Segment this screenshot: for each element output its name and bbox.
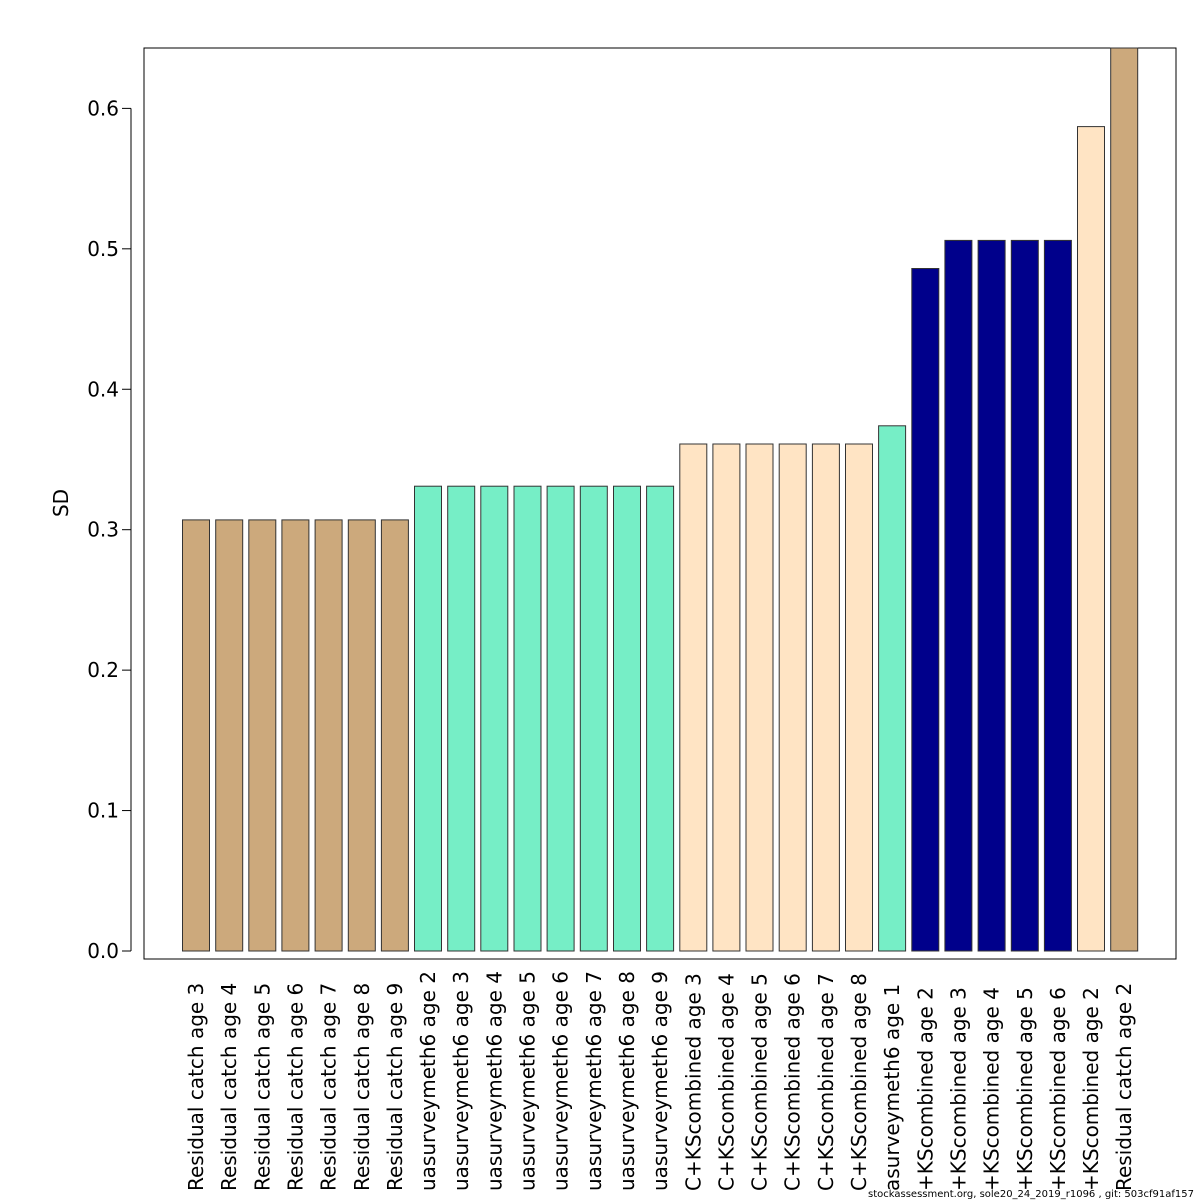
x-tick-label: uasurveymeth6 age 2	[416, 971, 440, 1191]
x-tick-label: uasurveymeth6 age 9	[648, 971, 672, 1191]
x-tick-label: uasurveymeth6 age 7	[582, 971, 606, 1191]
bar	[248, 519, 277, 952]
y-tick-label: 0.2	[87, 658, 119, 682]
bar	[1077, 126, 1105, 952]
y-tick-label: 0.5	[87, 237, 119, 261]
bar	[745, 443, 774, 952]
x-tick-label: +KScombined age 6	[1046, 987, 1070, 1191]
y-axis-label: SD	[49, 489, 73, 517]
x-tick-label: +KScombined age 5	[1013, 987, 1037, 1191]
x-tick-label: Residual catch age 9	[383, 983, 407, 1191]
bar	[281, 519, 310, 952]
bar	[414, 485, 442, 952]
bar	[679, 443, 708, 952]
x-tick-label: C+KScombined age 3	[681, 973, 705, 1191]
x-axis-labels: Residual catch age 3 Residual catch age 4…	[184, 971, 1136, 1191]
x-tick-label: Residual catch age 2	[1112, 983, 1136, 1191]
x-tick-label: uasurveymeth6 age 6	[549, 971, 573, 1191]
bar	[1010, 239, 1039, 952]
bar	[845, 443, 873, 952]
bar	[513, 485, 542, 952]
bar	[778, 443, 807, 952]
x-tick-label: Residual catch age 4	[217, 983, 241, 1191]
x-tick-label: C+KScombined age 5	[748, 973, 772, 1191]
bar	[447, 485, 476, 952]
x-tick-label: +KScombined age 3	[946, 987, 970, 1191]
x-tick-label: C+KScombined age 4	[714, 973, 738, 1191]
bar	[646, 485, 675, 952]
bar	[878, 425, 907, 952]
bar	[712, 443, 741, 952]
x-tick-label: Residual catch age 7	[317, 983, 341, 1191]
y-tick-label: 0.6	[87, 96, 119, 120]
x-tick-label: Residual catch age 3	[184, 983, 208, 1191]
bar	[1043, 239, 1072, 952]
x-tick-label: uasurveymeth6 age 8	[615, 971, 639, 1191]
footer-credit: stockassessment.org, sole20_24_2019_r109…	[868, 1189, 1194, 1200]
bar	[480, 485, 509, 952]
bars	[182, 47, 1139, 952]
y-axis: 0.0 0.1 0.2 0.3 0.4 0.5 0.6	[87, 96, 132, 963]
bar	[977, 239, 1006, 952]
y-tick-label: 0.0	[87, 939, 119, 963]
x-tick-label: asurveymeth6 age 1	[880, 984, 904, 1191]
x-tick-label: +KScombined age 2	[913, 987, 937, 1191]
bar	[380, 519, 409, 952]
x-tick-label: uasurveymeth6 age 3	[449, 971, 473, 1191]
bar	[811, 443, 840, 952]
x-tick-label: Residual catch age 5	[250, 983, 274, 1191]
bar	[347, 519, 376, 952]
x-tick-label: C+KScombined age 7	[814, 973, 838, 1191]
x-tick-label: +KScombined age 4	[980, 987, 1004, 1191]
plot-frame	[143, 47, 1177, 960]
y-tick-label: 0.1	[87, 799, 119, 823]
bar	[911, 268, 940, 952]
bar	[215, 519, 244, 952]
x-tick-label: Residual catch age 6	[283, 983, 307, 1191]
bar	[579, 485, 608, 952]
bar	[546, 485, 575, 952]
x-tick-label: uasurveymeth6 age 5	[516, 971, 540, 1191]
x-tick-label: C+KScombined age 8	[847, 973, 871, 1191]
bar	[182, 519, 210, 952]
x-tick-label: Residual catch age 8	[350, 983, 374, 1191]
x-tick-label: +KScombined age 2	[1079, 987, 1103, 1191]
bar	[613, 485, 641, 952]
x-tick-label: uasurveymeth6 age 4	[482, 971, 506, 1191]
bar	[314, 519, 343, 952]
bar	[1110, 47, 1139, 952]
y-tick-label: 0.4	[87, 377, 119, 401]
x-tick-label: C+KScombined age 6	[781, 973, 805, 1191]
y-tick-label: 0.3	[87, 518, 119, 542]
bar	[944, 239, 973, 952]
